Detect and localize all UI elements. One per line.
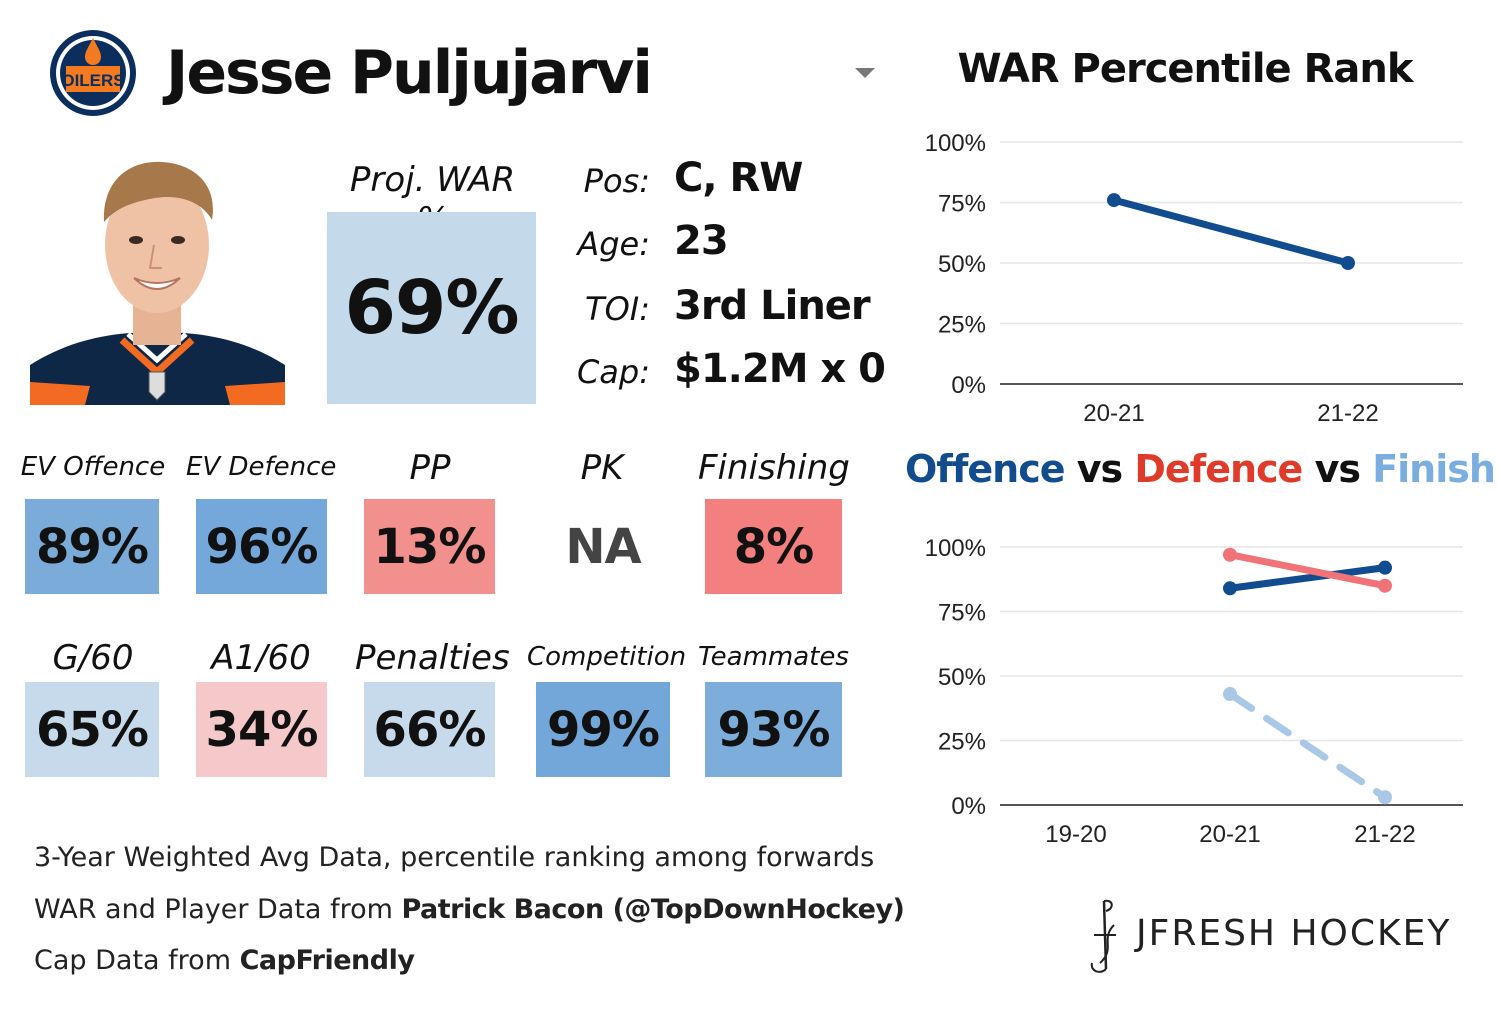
player-headshot [30,161,285,405]
ovd-series-2-point [1223,687,1237,702]
toi-value: 3rd Liner [674,283,871,329]
war-chart-title: WAR Percentile Rank [957,46,1414,92]
ev-offence-value: 89% [36,518,149,575]
footer-line2-prefix: WAR and Player Data from [34,894,402,925]
cap-value: $1.2M x 0 [674,346,886,392]
competition-value: 99% [547,701,660,758]
a160-value: 34% [205,701,319,758]
g60-box: 65% [25,682,159,777]
ovd-ytick-label: 100% [925,535,986,562]
ovd-xtick-label: 20-21 [1199,821,1260,848]
a160-label: A1/60 [211,638,311,678]
competition-label: Competition [527,642,687,672]
footer-line3-bold: CapFriendly [239,945,415,976]
ovd-title-defence: Defence [1134,447,1303,491]
pos-label: Pos: [583,162,650,200]
footer-source-war: WAR and Player Data from Patrick Bacon (… [34,894,905,925]
age-value: 23 [674,218,729,264]
war-series-0-point [1107,193,1121,208]
jfresh-mark-icon [1090,899,1116,973]
finishing-box: 8% [705,499,842,594]
age-label: Age: [577,225,650,263]
ev-offence-label: EV Offence [20,452,166,482]
competition-box: 99% [536,682,670,777]
ovd-series-1-line [1226,551,1389,590]
ev-defence-value: 96% [205,518,319,575]
war-ytick-label: 25% [938,312,986,339]
offence-defence-finishing-chart: 0% 25% 50% 75% 100% 19-20 20-21 21-22 [925,535,1463,848]
proj-war-value: 69% [344,265,519,351]
ovd-chart-title: Offence vs Defence vs Finishing [905,447,1498,491]
pk-value: NA [565,518,641,575]
ovd-series-2-line [1226,690,1389,801]
ovd-ytick-label: 25% [938,729,986,756]
war-xtick-label: 20-21 [1083,400,1144,427]
brand-logo: JFRESH HOCKEY [1080,895,1470,975]
war-ytick-label: 100% [925,130,986,157]
footer-line2-bold: Patrick Bacon (@TopDownHockey) [401,894,905,925]
war-series-0-line [1110,196,1352,267]
footer-note: 3-Year Weighted Avg Data, percentile ran… [34,842,874,873]
war-percentile-chart: 0% 25% 50% 75% 100% 20-21 21-22 [925,130,1463,427]
a160-box: 34% [196,682,327,777]
pp-value: 13% [373,518,487,575]
pp-label: PP [409,448,451,488]
ovd-ytick-label: 0% [951,793,986,820]
ovd-series-2-point [1378,790,1392,805]
proj-war-box: 69% [327,212,536,404]
ovd-title-finishing: Finishing [1372,447,1498,491]
ev-defence-box: 96% [196,499,327,594]
ovd-title-vs2: vs [1302,447,1373,491]
ovd-ytick-label: 50% [938,664,986,691]
logo-text: OILERS [61,71,124,90]
g60-value: 65% [36,701,149,758]
ovd-series-0-point [1223,581,1237,596]
brand-name: JFRESH HOCKEY [1136,913,1452,954]
penalties-label: Penalties [355,638,510,678]
ovd-xtick-label: 19-20 [1045,821,1106,848]
finishing-label: Finishing [698,448,850,488]
war-ytick-label: 75% [938,191,986,218]
ovd-title-vs1: vs [1064,447,1135,491]
pos-value: C, RW [674,155,803,201]
ovd-title-offence: Offence [905,447,1065,491]
pp-box: 13% [364,499,495,594]
ovd-series-0-line [1226,564,1389,592]
dropdown-arrow-icon[interactable] [855,68,875,78]
ovd-ytick-label: 75% [938,600,986,627]
war-xtick-label: 21-22 [1317,400,1378,427]
war-series-0-point [1341,256,1355,270]
penalties-box: 66% [364,682,495,777]
war-ytick-label: 0% [951,372,986,399]
finishing-value: 8% [733,518,814,575]
player-name: Jesse Puljujarvi [166,38,653,108]
cap-label: Cap: [576,353,650,391]
footer-source-cap: Cap Data from CapFriendly [34,945,415,976]
ev-offence-box: 89% [25,499,159,594]
teammates-label: Teammates [698,642,849,672]
toi-label: TOI: [585,290,650,328]
teammates-box: 93% [705,682,842,777]
oilers-logo: OILERS [50,30,136,116]
footer-line1: 3-Year Weighted Avg Data, percentile ran… [34,842,875,873]
penalties-value: 66% [373,701,487,758]
ovd-series-0-point [1378,560,1392,575]
pk-box: NA [536,499,670,594]
war-ytick-label: 50% [938,251,986,278]
teammates-value: 93% [717,701,831,758]
footer-line3-prefix: Cap Data from [34,945,240,976]
ovd-series-1-point [1223,547,1237,562]
g60-label: G/60 [52,638,134,678]
ovd-xtick-label: 21-22 [1354,821,1415,848]
ovd-series-1-point [1378,578,1392,593]
pk-label: PK [580,448,624,488]
ev-defence-label: EV Defence [186,452,337,482]
